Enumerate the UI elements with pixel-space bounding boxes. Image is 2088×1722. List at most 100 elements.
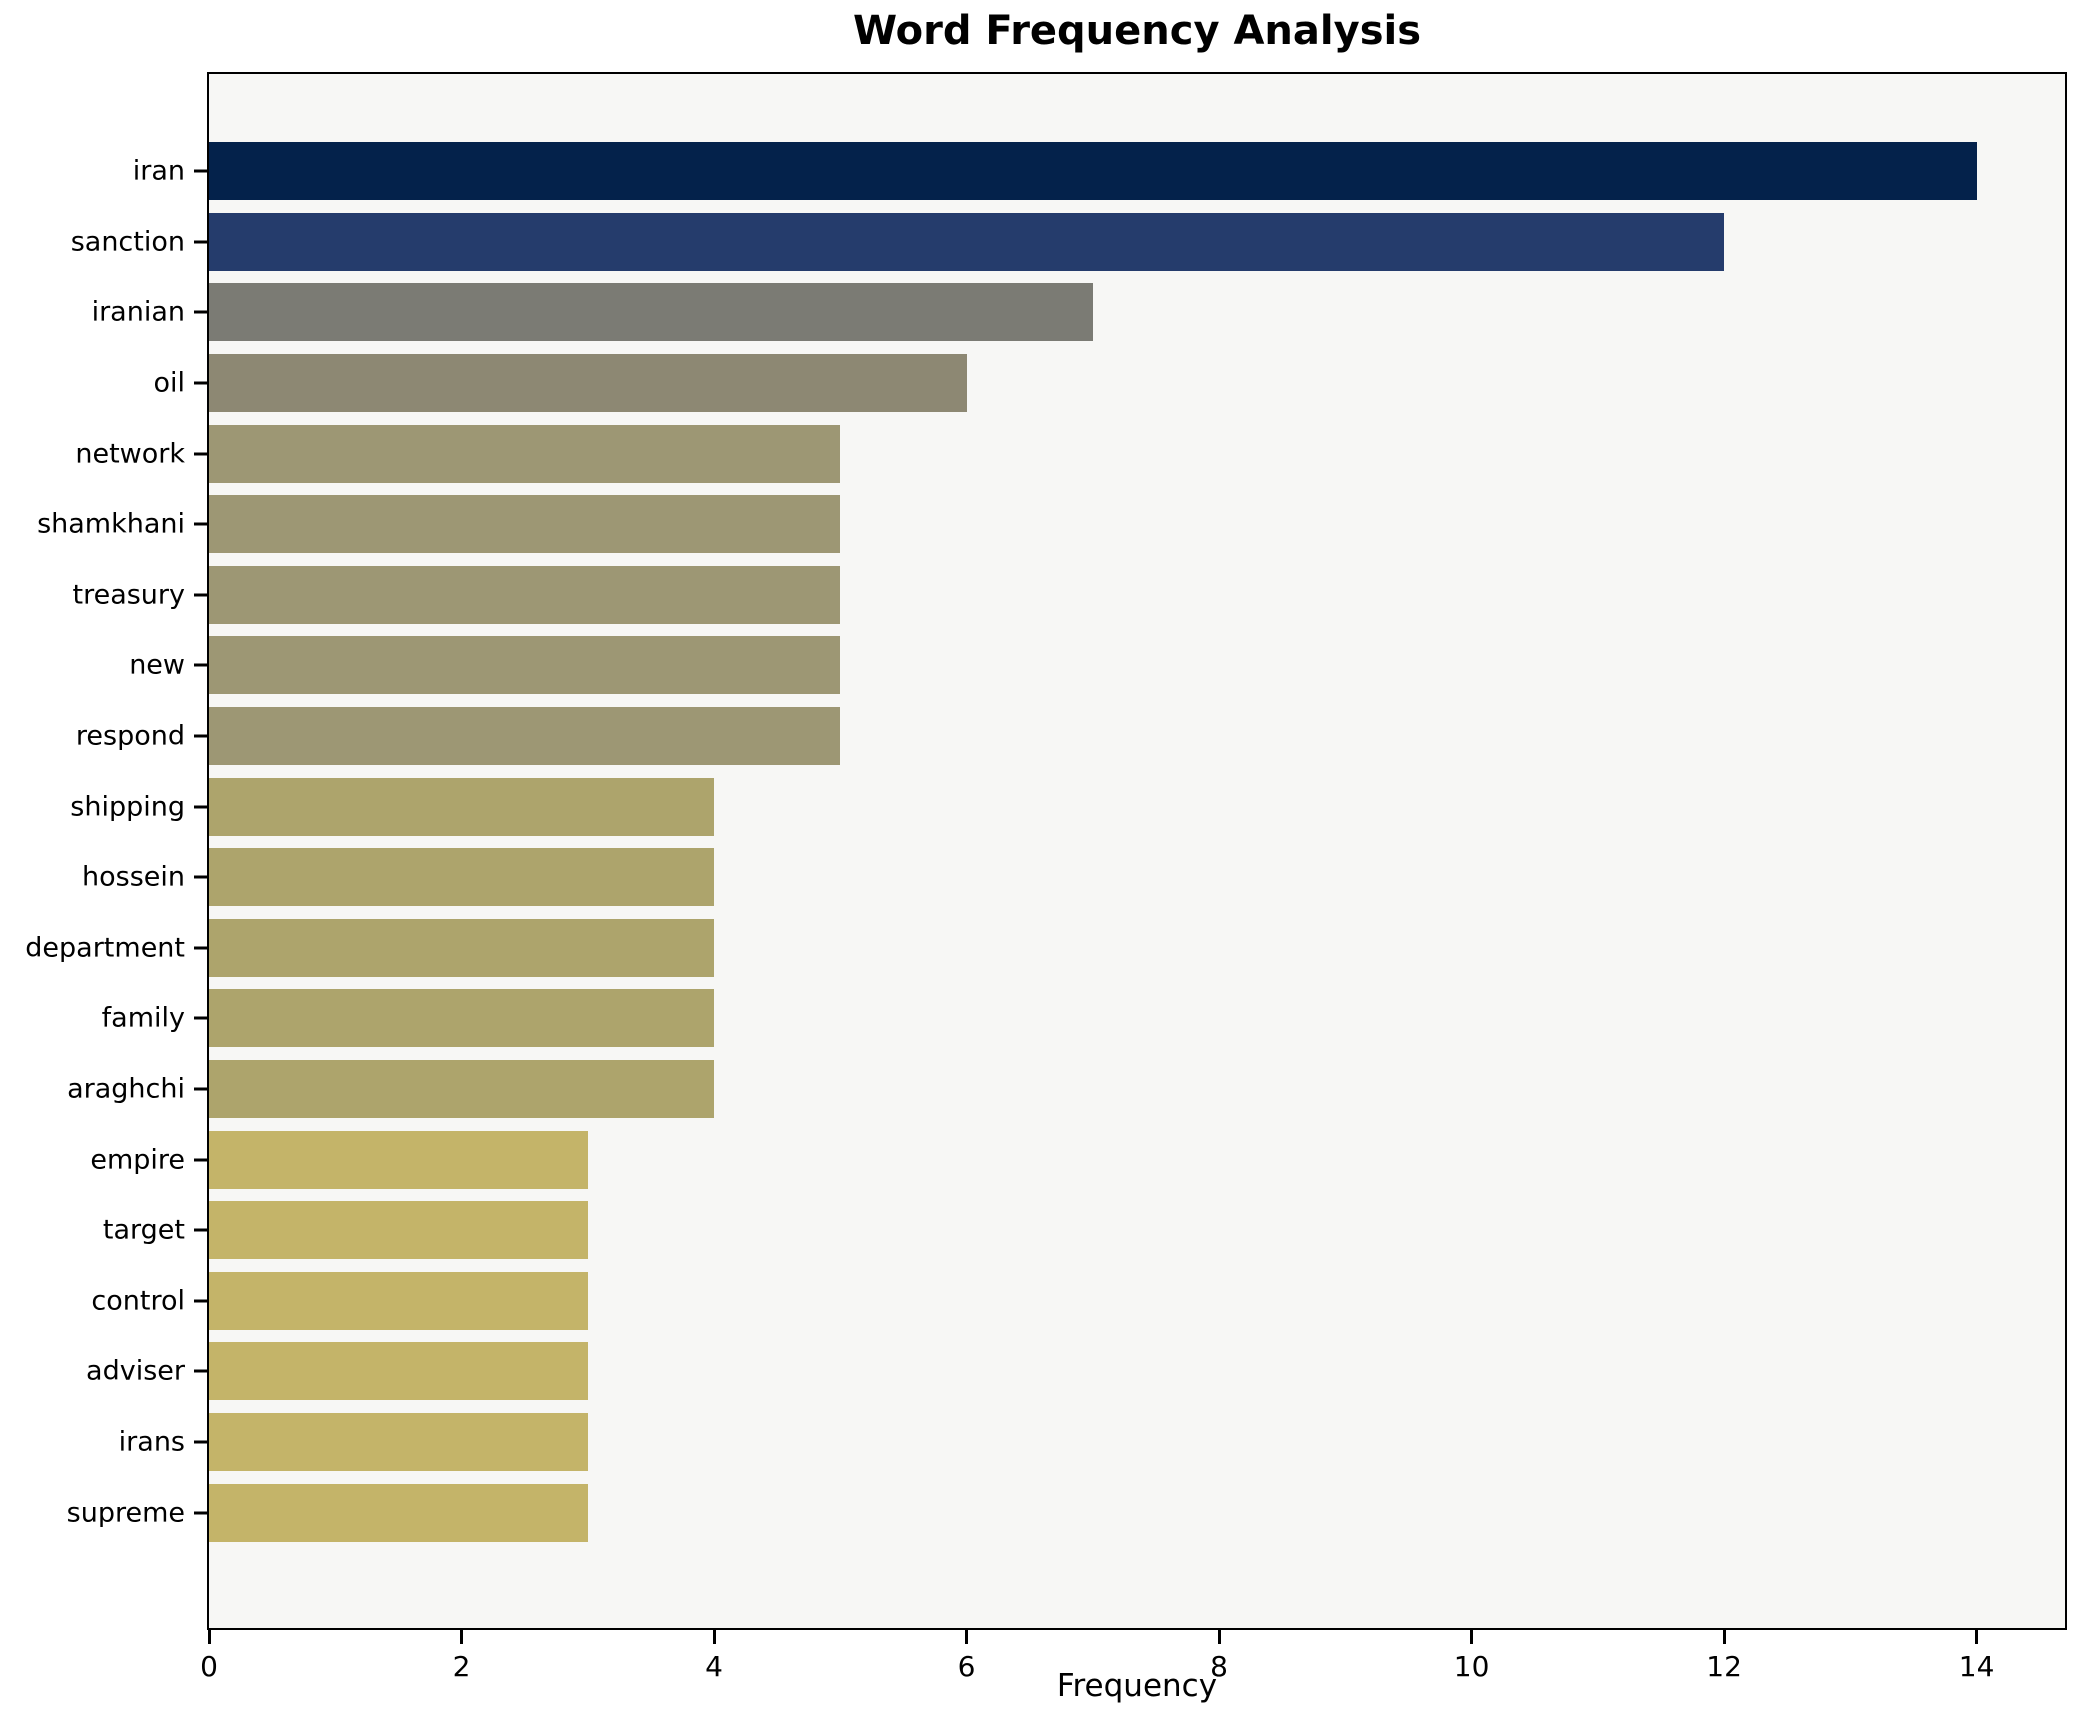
x-tick-label: 2 [452,1650,471,1683]
y-tick-label: shipping [70,791,185,823]
y-tick-label: iranian [91,296,185,328]
x-tick-mark [1470,1630,1474,1644]
bar-iranian [209,283,1093,342]
y-tick-label: irans [118,1426,185,1458]
bar-irans [209,1412,588,1471]
y-tick-mark [194,310,207,314]
chart-row: target [103,1195,2065,1266]
chart-row: hossein [82,842,2065,913]
chart-row: empire [90,1124,2065,1195]
bar-rows-container: iran sanction iranian oil network shamkhani tr… [25,74,2065,1628]
x-tick-label: 0 [200,1650,218,1683]
bar-adviser [209,1342,588,1401]
x-axis-label: Frequency [1056,1668,1218,1704]
y-tick-label: department [25,932,185,964]
x-tick-label: 12 [1706,1650,1742,1683]
y-tick-mark [194,946,207,950]
chart-row: oil [153,348,2065,419]
bar-new [209,636,841,695]
y-tick-mark [194,1299,207,1303]
chart-row: new [129,630,2065,701]
y-tick-label: iran [132,155,185,187]
y-tick-mark [194,1158,207,1162]
bar-control [209,1271,588,1330]
y-tick-mark [194,593,207,597]
chart-row: control [91,1266,2065,1337]
y-tick-label: respond [75,720,185,752]
bar-iran [209,142,1977,201]
y-tick-label: sanction [70,226,185,258]
chart-row: family [102,983,2065,1054]
y-tick-mark [194,169,207,173]
y-tick-mark [194,240,207,244]
x-tick-label: 6 [957,1650,976,1683]
y-tick-mark [194,805,207,809]
y-tick-label: empire [90,1144,185,1176]
y-tick-mark [194,381,207,385]
bar-araghchi [209,1060,715,1119]
bar-hossein [209,848,715,907]
y-tick-label: hossein [82,861,185,893]
chart-row: department [25,913,2065,984]
x-tick-mark [460,1630,464,1644]
y-tick-label: target [102,1214,185,1246]
y-tick-label: araghchi [67,1073,185,1105]
y-tick-label: new [129,649,185,681]
y-tick-mark [194,1016,207,1020]
bar-shamkhani [209,495,841,554]
x-tick-label: 10 [1453,1650,1490,1683]
x-tick-label: 14 [1958,1650,1995,1683]
y-tick-mark [194,452,207,456]
chart-row: iran [133,136,2065,207]
chart-row: treasury [72,560,2065,631]
chart-row: adviser [86,1336,2065,1407]
chart-row: respond [76,701,2065,772]
bar-treasury [209,565,841,624]
y-tick-label: network [75,438,185,470]
y-tick-mark [194,875,207,879]
y-tick-mark [194,1369,207,1373]
x-tick-mark [965,1630,969,1644]
bar-target [209,1201,588,1260]
chart-row: sanction [71,207,2065,278]
chart-row: shipping [70,771,2065,842]
chart-row: supreme [67,1477,2065,1548]
y-tick-mark [194,663,207,667]
x-axis-ticks: 0 2 4 6 8 10 12 14 [200,1628,2065,1698]
bar-network [209,424,841,483]
x-tick-mark [207,1630,211,1644]
y-tick-mark [194,1440,207,1444]
bar-oil [209,354,967,413]
chart-row: shamkhani [37,489,2065,560]
plot-area: iran sanction iranian oil network shamkhani tr… [25,72,2067,1683]
y-tick-label: control [91,1285,185,1317]
bar-respond [209,707,841,766]
y-tick-label: adviser [86,1355,185,1387]
y-tick-label: family [101,1002,185,1034]
bar-supreme [209,1483,588,1542]
bar-empire [209,1130,588,1189]
x-tick-label: 4 [705,1650,723,1683]
bar-department [209,918,715,977]
y-tick-mark [194,522,207,526]
x-tick-mark [1217,1630,1221,1644]
y-tick-label: supreme [66,1497,185,1529]
x-tick-label: 8 [1210,1650,1228,1683]
y-tick-mark [194,1087,207,1091]
y-tick-label: shamkhani [37,508,185,540]
chart-row: network [75,418,2065,489]
y-tick-mark [194,1228,207,1232]
y-tick-label: oil [153,367,185,399]
chart-row: araghchi [67,1054,2065,1125]
x-tick-mark [1975,1630,1979,1644]
chart-row: iranian [92,277,2065,348]
chart-title: Word Frequency Analysis [852,8,1422,54]
chart-row: irans [119,1407,2065,1478]
bar-family [209,989,715,1048]
x-tick-mark [712,1630,716,1644]
y-tick-mark [194,1511,207,1515]
bar-sanction [209,212,1725,271]
y-tick-mark [194,734,207,738]
bar-shipping [209,777,715,836]
